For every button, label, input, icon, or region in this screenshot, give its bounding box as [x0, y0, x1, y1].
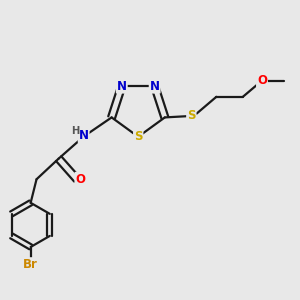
Text: O: O	[75, 173, 85, 186]
Text: S: S	[187, 110, 196, 122]
Text: H: H	[71, 126, 80, 136]
Text: N: N	[79, 129, 88, 142]
Text: Br: Br	[23, 258, 38, 271]
Text: S: S	[134, 130, 142, 143]
Text: N: N	[150, 80, 160, 93]
Text: O: O	[257, 74, 267, 87]
Text: N: N	[117, 80, 127, 93]
